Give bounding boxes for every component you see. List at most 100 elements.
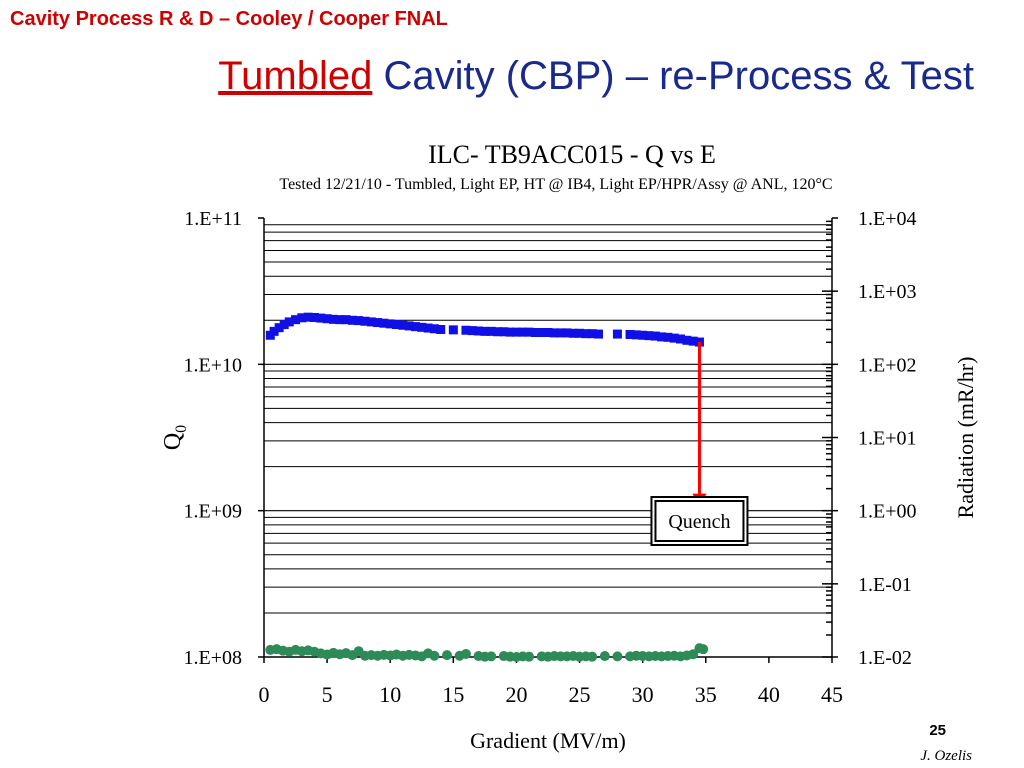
q0-point (410, 322, 420, 332)
q0-point (499, 327, 509, 337)
x-tick-label: 0 (259, 682, 270, 707)
q0-point (480, 326, 490, 336)
quench-box-inner (654, 499, 745, 542)
q0-point (612, 329, 622, 339)
q0-point (366, 317, 376, 327)
q0-point (274, 323, 284, 333)
left-tick-label: 1.E+08 (184, 647, 243, 669)
q0-point (562, 328, 572, 338)
right-tick-label: 1.E+04 (858, 208, 917, 230)
q0-point (467, 326, 477, 336)
q0-series (265, 312, 704, 347)
y-axis-title-main: Q (160, 433, 186, 450)
q0-point (631, 330, 641, 340)
q0-point (676, 334, 686, 344)
q0-point (682, 335, 692, 345)
q0-point (663, 332, 673, 342)
q0-point (511, 327, 521, 337)
chart-subtitle: Tested 12/21/10 - Tumbled, Light EP, HT … (0, 176, 1024, 194)
right-tick-label: 1.E+00 (858, 501, 917, 523)
q0-point (284, 317, 294, 327)
q0-point (373, 318, 383, 328)
q0-point (303, 312, 313, 322)
q0-point (593, 329, 603, 339)
left-tick-label: 1.E+10 (184, 354, 243, 376)
q0-point (404, 321, 414, 331)
q0-point (360, 316, 370, 326)
q0-point (493, 327, 503, 337)
x-tick-label: 10 (379, 682, 401, 707)
x-tick-label: 5 (322, 682, 333, 707)
chart-title: ILC- TB9ACC015 - Q vs E (0, 140, 1024, 170)
q0-point (530, 328, 540, 338)
q0-point (279, 320, 289, 330)
x-tick-label: 20 (505, 682, 527, 707)
radiation-point (524, 651, 535, 662)
quench-label: Quench (668, 511, 730, 533)
radiation-point (612, 651, 623, 662)
page-number: 25 (929, 722, 946, 739)
q0-point (328, 314, 338, 324)
q0-point (309, 312, 319, 322)
chart-title-text: ILC- TB9ACC015 - Q vs E (428, 140, 716, 169)
left-tick-label: 1.E+09 (184, 501, 243, 523)
left-tick-label: 1.E+11 (184, 208, 242, 230)
x-tick-label: 15 (442, 682, 464, 707)
right-tick-label: 1.E+01 (858, 428, 917, 450)
slide-title-highlight: Tumbled (218, 54, 373, 98)
q0-point (291, 315, 301, 325)
q0-point (505, 327, 515, 337)
q0-point (429, 324, 439, 334)
radiation-point (698, 644, 709, 655)
q0-point (423, 323, 433, 333)
q0-point (347, 315, 357, 325)
q0-point (549, 328, 559, 338)
q0-point (669, 333, 679, 343)
q0-point (638, 330, 648, 340)
y2-axis-title: Radiation (mR/hr) (953, 357, 978, 519)
radiation-series (265, 643, 709, 662)
grid-lines (264, 224, 832, 614)
radiation-point (442, 650, 453, 661)
author-credit: J. Ozelis (920, 748, 972, 764)
quench-annotation: Quench (650, 342, 749, 546)
q0-point (625, 329, 635, 339)
q0-point (650, 331, 660, 341)
q0-point (335, 315, 345, 325)
right-tick-label: 1.E+02 (858, 354, 917, 376)
y-axis-title: Q0 (160, 425, 190, 450)
q0-point (316, 313, 326, 323)
q0-point (518, 327, 528, 337)
q0-point (354, 316, 364, 326)
q0-point (322, 314, 332, 324)
q0-point (543, 328, 553, 338)
right-tick-label: 1.E+03 (858, 281, 917, 303)
q0-point (537, 328, 547, 338)
x-tick-label: 45 (821, 682, 843, 707)
q0-point (657, 332, 667, 342)
q0-point (644, 331, 654, 341)
chart-subtitle-text: Tested 12/21/10 - Tumbled, Light EP, HT … (279, 176, 833, 193)
q0-point (461, 325, 471, 335)
q0-point (524, 327, 534, 337)
q0-point (587, 329, 597, 339)
q0-point (392, 320, 402, 330)
slide-title: Tumbled Cavity (CBP) – re-Process & Test (0, 54, 974, 99)
radiation-point (688, 649, 699, 660)
radiation-point (486, 651, 497, 662)
q0-point (436, 324, 446, 334)
radiation-point (587, 651, 598, 662)
radiation-point (429, 650, 440, 661)
q0-point (269, 326, 279, 336)
q0-point (556, 328, 566, 338)
x-axis-title: Gradient (MV/m) (470, 728, 626, 753)
x-tick-label: 30 (632, 682, 654, 707)
radiation-point (599, 651, 610, 662)
q0-point (341, 315, 351, 325)
q0-point (379, 318, 389, 328)
q0-point (385, 319, 395, 329)
slide-header: Cavity Process R & D – Cooley / Cooper F… (10, 8, 448, 30)
right-tick-label: 1.E-01 (858, 574, 912, 596)
